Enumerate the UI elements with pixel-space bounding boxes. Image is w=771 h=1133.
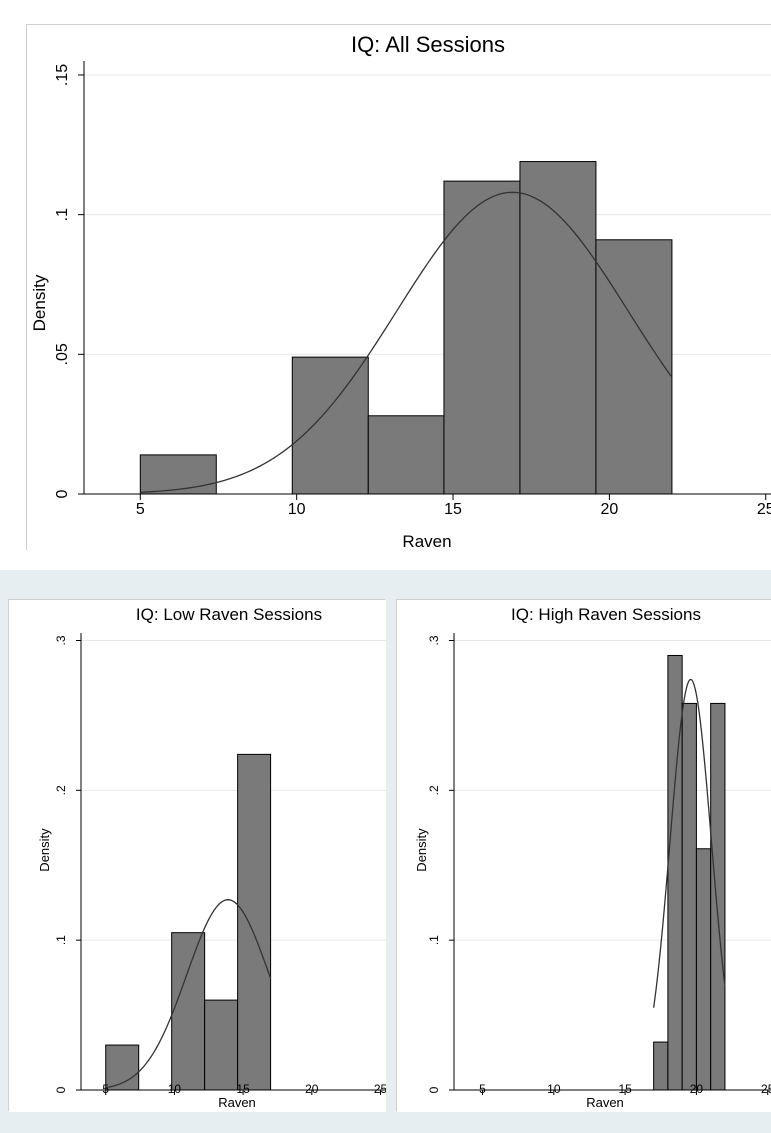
x-tick-label-1: 10 <box>547 1082 561 1096</box>
chart-title: IQ: High Raven Sessions <box>511 605 701 624</box>
x-tick-label-0: 5 <box>479 1082 486 1096</box>
histogram-bar-0 <box>139 454 217 495</box>
x-tick-label-4: 25 <box>374 1082 386 1096</box>
y-tick-label-3: .3 <box>54 635 68 645</box>
y-tick-label-3: .15 <box>54 64 71 86</box>
y-tick-label-2: .2 <box>54 785 68 795</box>
y-ticks: 0 .1 .2 .3 <box>427 635 454 1093</box>
x-tick-label-4: 25 <box>761 1082 771 1096</box>
x-axis-label: Raven <box>402 532 451 551</box>
x-tick-label-2: 15 <box>236 1082 250 1096</box>
panel-all-sessions: 0 .05 .1 .15 5 10 15 20 25 IQ: All Sessions Rav… <box>26 24 771 551</box>
normal-density-curve <box>105 899 272 1089</box>
x-tick-label-2: 15 <box>618 1082 632 1096</box>
histogram-bar-2 <box>171 932 206 1091</box>
histogram-bar-4 <box>443 180 521 495</box>
x-tick-label-0: 5 <box>136 501 145 518</box>
x-tick-label-3: 20 <box>600 501 618 518</box>
chart-all-sessions: 0 .05 .1 .15 5 10 15 20 25 IQ: All Sessions Rav… <box>27 25 771 551</box>
histogram-bar-4 <box>237 753 272 1091</box>
chart-low-raven: 0 .1 .2 .3 5 10 15 20 25 IQ: Low Raven Sessions… <box>9 600 387 1112</box>
panel-low-raven: 0 .1 .2 .3 5 10 15 20 25 IQ: Low Raven Sessions… <box>8 599 387 1112</box>
histogram-bar-2 <box>291 356 369 495</box>
y-tick-label-0: 0 <box>54 1086 68 1093</box>
histogram-bar-4 <box>710 702 726 1091</box>
histogram-bar-3 <box>695 848 712 1091</box>
y-axis-label: Density <box>30 274 49 331</box>
histogram-bar-3 <box>204 999 239 1091</box>
gridlines <box>81 639 386 941</box>
x-tick-label-3: 20 <box>305 1082 319 1096</box>
normal-density-curve <box>140 191 673 493</box>
y-tick-label-1: .05 <box>54 343 71 365</box>
y-axis-label: Density <box>414 828 429 872</box>
histogram-bars <box>139 161 673 495</box>
x-ticks: 5 10 15 20 25 <box>479 1082 771 1096</box>
histogram-bar-3 <box>367 415 445 495</box>
histogram-bar-6 <box>595 239 673 495</box>
histogram-bar-1 <box>667 654 683 1091</box>
y-tick-label-0: 0 <box>54 489 71 498</box>
x-ticks: 5 10 15 20 25 <box>102 1082 387 1096</box>
x-tick-label-2: 15 <box>444 501 462 518</box>
y-tick-label-1: .1 <box>54 935 68 945</box>
x-axis-label: Raven <box>218 1095 256 1110</box>
chart-title: IQ: All Sessions <box>351 32 505 57</box>
chart-high-raven: 0 .1 .2 .3 5 10 15 20 25 IQ: High Raven Session… <box>397 600 771 1112</box>
y-tick-label-1: .1 <box>427 935 441 945</box>
x-tick-label-4: 25 <box>757 501 771 518</box>
y-ticks: 0 .05 .1 .15 <box>54 64 84 498</box>
histogram-bar-2 <box>681 702 697 1091</box>
histogram-bars <box>653 654 726 1091</box>
y-tick-label-2: .1 <box>54 208 71 221</box>
histogram-bars <box>105 753 272 1091</box>
panel-high-raven: 0 .1 .2 .3 5 10 15 20 25 IQ: High Raven Session… <box>396 599 771 1112</box>
histogram-bar-5 <box>519 161 597 495</box>
x-tick-label-3: 20 <box>690 1082 704 1096</box>
y-axis-label: Density <box>37 828 52 872</box>
chart-title: IQ: Low Raven Sessions <box>136 605 322 624</box>
x-tick-label-0: 5 <box>102 1082 109 1096</box>
histogram-bar-0 <box>653 1041 669 1091</box>
y-ticks: 0 .1 .2 .3 <box>54 635 81 1093</box>
y-tick-label-2: .2 <box>427 785 441 795</box>
y-tick-label-3: .3 <box>427 635 441 645</box>
x-tick-label-1: 10 <box>288 501 306 518</box>
x-axis-label: Raven <box>586 1095 624 1110</box>
x-tick-label-1: 10 <box>168 1082 182 1096</box>
x-ticks: 5 10 15 20 25 <box>136 494 771 518</box>
y-tick-label-0: 0 <box>427 1086 441 1093</box>
normal-density-curve <box>652 678 726 1008</box>
